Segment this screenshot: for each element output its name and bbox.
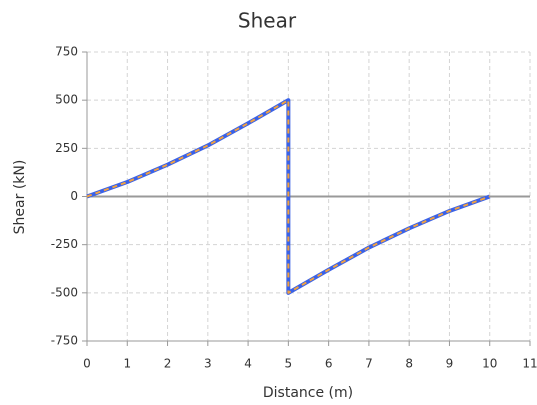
x-tick-label: 7 [365, 357, 373, 371]
y-tick-label: -250 [51, 237, 78, 251]
chart-title: Shear [238, 9, 297, 33]
x-tick-label: 5 [285, 357, 293, 371]
y-axis-label: Shear (kN) [12, 160, 28, 235]
x-tick-label: 8 [405, 357, 413, 371]
y-tick-label: -750 [51, 334, 78, 348]
x-tick-label: 10 [482, 357, 497, 371]
x-tick-label: 9 [446, 357, 454, 371]
x-tick-label: 3 [204, 357, 212, 371]
x-tick-label: 6 [325, 357, 333, 371]
x-tick-label: 11 [522, 357, 537, 371]
y-tick-label: 500 [55, 93, 78, 107]
x-tick-label: 1 [123, 357, 131, 371]
y-tick-label: 250 [55, 141, 78, 155]
x-tick-label: 4 [244, 357, 252, 371]
x-tick-label: 0 [83, 357, 91, 371]
y-tick-label: -500 [51, 285, 78, 299]
series-line [86, 99, 491, 294]
x-axis-label: Distance (m) [263, 385, 353, 401]
y-tick-label: 750 [55, 45, 78, 59]
y-tick-label: 0 [70, 189, 78, 203]
x-tick-label: 2 [164, 357, 172, 371]
